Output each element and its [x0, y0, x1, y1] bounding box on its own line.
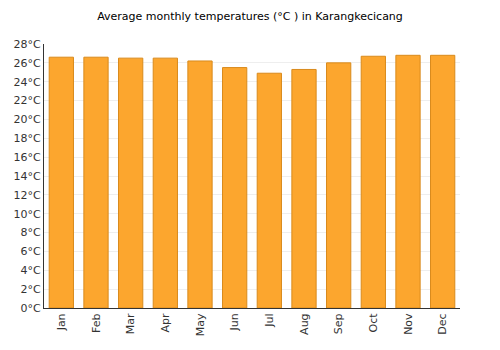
svg-text:2°C: 2°C — [21, 283, 41, 296]
svg-text:Feb: Feb — [90, 313, 103, 332]
svg-text:0°C: 0°C — [21, 302, 41, 315]
svg-text:Sep: Sep — [332, 313, 345, 334]
svg-text:Jan: Jan — [55, 313, 68, 331]
svg-text:6°C: 6°C — [21, 245, 41, 258]
svg-text:Jun: Jun — [228, 313, 241, 331]
svg-text:Oct: Oct — [367, 313, 380, 333]
svg-text:28°C: 28°C — [14, 38, 41, 51]
svg-text:Jul: Jul — [263, 313, 276, 327]
svg-text:16°C: 16°C — [14, 151, 41, 164]
svg-text:Dec: Dec — [436, 313, 449, 334]
svg-text:May: May — [194, 313, 207, 336]
svg-text:4°C: 4°C — [21, 264, 41, 277]
svg-text:Nov: Nov — [402, 313, 415, 335]
svg-text:8°C: 8°C — [21, 226, 41, 239]
svg-text:12°C: 12°C — [14, 189, 41, 202]
svg-text:20°C: 20°C — [14, 113, 41, 126]
svg-text:26°C: 26°C — [14, 57, 41, 70]
svg-text:22°C: 22°C — [14, 94, 41, 107]
svg-text:Mar: Mar — [124, 313, 137, 334]
svg-text:Aug: Aug — [298, 313, 311, 334]
svg-text:Average monthly temperatures (: Average monthly temperatures (°C ) in Ka… — [97, 10, 403, 23]
svg-text:24°C: 24°C — [14, 76, 41, 89]
svg-text:14°C: 14°C — [14, 170, 41, 183]
svg-text:Apr: Apr — [159, 313, 172, 333]
svg-text:10°C: 10°C — [14, 208, 41, 221]
svg-text:18°C: 18°C — [14, 132, 41, 145]
